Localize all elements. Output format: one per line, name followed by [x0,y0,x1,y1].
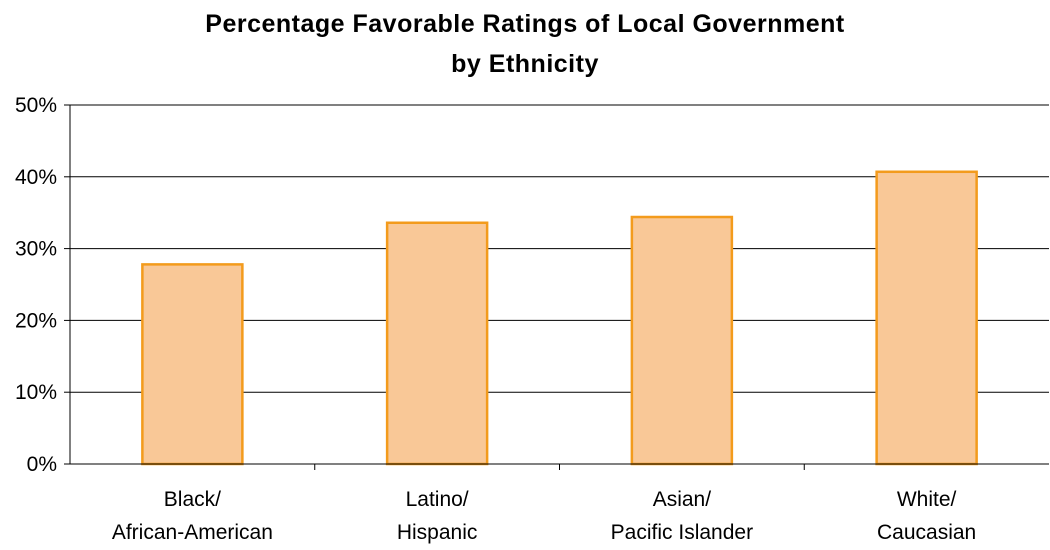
axes [64,104,1049,470]
chart-title-line-1: Percentage Favorable Ratings of Local Go… [205,10,845,38]
x-category-label: Asian/ [653,488,712,511]
x-category-label: African-American [112,521,273,544]
y-tick-label: 10% [15,381,57,404]
x-category-label: Caucasian [877,521,976,544]
chart-title: Percentage Favorable Ratings of Local Go… [0,4,1050,84]
x-category-label: Hispanic [397,521,478,544]
y-tick-label: 50% [15,94,57,117]
bar [385,221,489,466]
bar [630,215,734,466]
y-tick-label: 0% [27,453,57,476]
labels: 0% 10% 20% 30% 40% 50% Black/African-American L… [15,94,976,544]
y-tick-label: 30% [15,238,57,261]
y-tick-label: 20% [15,309,57,332]
y-tick-label: 40% [15,166,57,189]
bar [141,263,244,466]
x-category-label: Black/ [164,488,221,511]
bars [141,170,978,466]
x-category-label: Latino/ [406,488,469,511]
x-category-label: White/ [897,488,957,511]
bar [875,170,978,466]
x-category-label: Pacific Islander [611,521,753,544]
chart-title-line-2: by Ethnicity [451,50,599,78]
